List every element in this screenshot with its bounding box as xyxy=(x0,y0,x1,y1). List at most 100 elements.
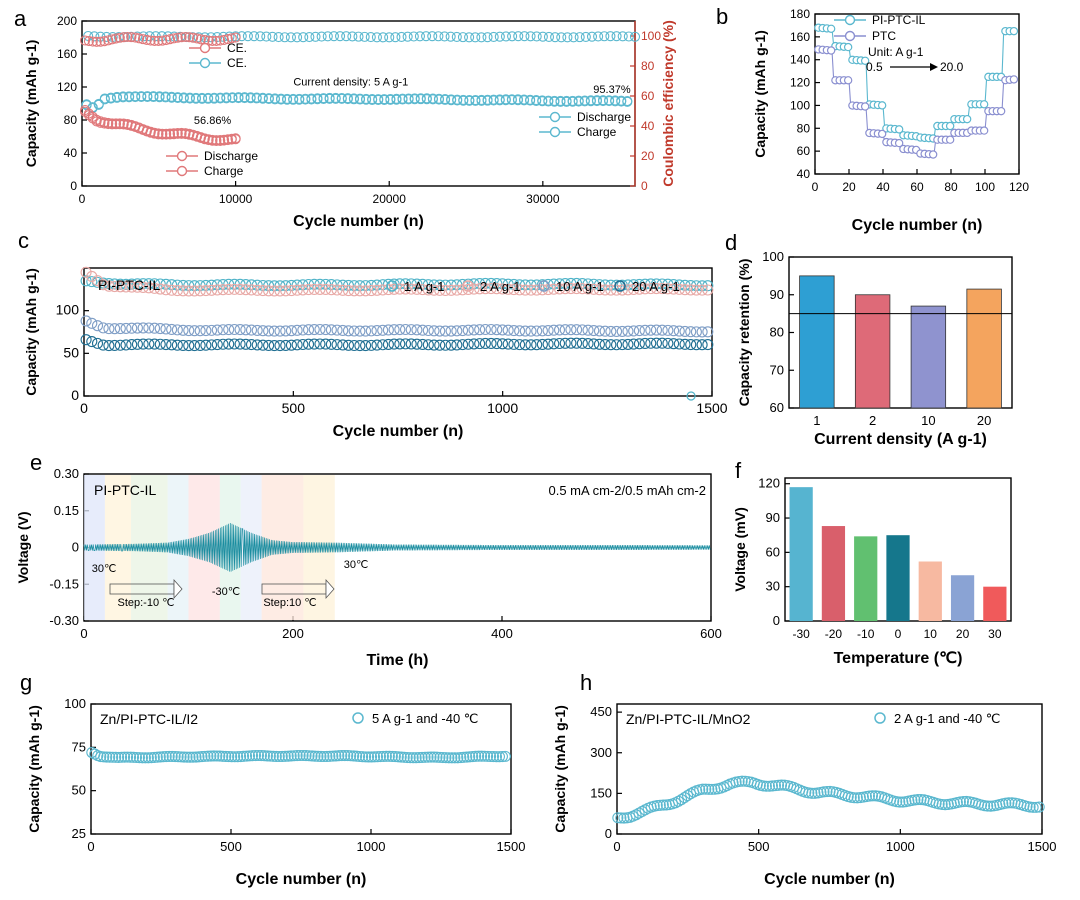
data-marker xyxy=(309,750,321,762)
y-tick-label: 450 xyxy=(590,704,612,719)
plot-frame xyxy=(616,703,1043,835)
data-marker xyxy=(205,750,217,762)
x-tick-label: 0 xyxy=(812,180,819,194)
y-tick-label: 0 xyxy=(70,179,77,193)
data-marker xyxy=(93,98,104,110)
data-marker xyxy=(672,795,685,807)
y-tick-label: 90 xyxy=(766,510,780,525)
data-marker xyxy=(188,285,201,297)
data-marker xyxy=(605,284,617,296)
data-marker xyxy=(604,95,615,106)
data-marker xyxy=(160,338,172,351)
data-marker xyxy=(392,751,404,763)
data-marker xyxy=(136,91,147,102)
data-marker xyxy=(616,325,628,337)
data-marker xyxy=(586,31,598,42)
data-marker xyxy=(251,324,263,336)
x-tick-label: 30 xyxy=(988,627,1002,641)
data-marker xyxy=(496,338,509,350)
data-marker xyxy=(176,127,187,139)
data-marker xyxy=(388,338,400,350)
data-marker xyxy=(183,340,195,352)
data-marker xyxy=(143,338,155,350)
data-marker xyxy=(160,91,171,102)
data-marker xyxy=(251,284,263,296)
data-marker xyxy=(243,750,256,762)
data-marker xyxy=(302,338,315,350)
data-marker xyxy=(166,284,178,296)
data-marker xyxy=(482,94,493,105)
x-axis-title: Cycle number (n) xyxy=(236,871,367,888)
data-marker xyxy=(80,266,92,278)
x-tick-label: 80 xyxy=(944,180,958,194)
data-marker xyxy=(130,91,141,102)
data-marker xyxy=(866,790,879,802)
data-marker xyxy=(571,283,583,295)
data-marker xyxy=(177,324,189,336)
data-marker xyxy=(348,285,360,297)
data-marker xyxy=(491,283,503,295)
data-marker xyxy=(468,338,480,350)
data-marker xyxy=(196,92,208,104)
data-marker xyxy=(223,283,235,296)
data-marker xyxy=(912,794,924,806)
data-marker xyxy=(507,31,518,42)
data-marker xyxy=(255,31,266,42)
data-marker xyxy=(143,282,155,294)
data-marker xyxy=(1009,26,1019,36)
data-marker xyxy=(308,323,320,336)
data-marker xyxy=(178,751,190,763)
data-marker xyxy=(126,322,138,334)
data-marker xyxy=(531,325,543,337)
data-marker xyxy=(360,751,372,763)
data-marker xyxy=(314,323,326,336)
data-marker xyxy=(851,792,863,804)
data-marker xyxy=(419,751,431,763)
data-marker xyxy=(194,339,206,352)
data-marker xyxy=(285,750,297,762)
data-marker xyxy=(136,752,148,764)
legend-label: 5 A g-1 and -40 ℃ xyxy=(372,711,478,726)
x-tick-label: 1 xyxy=(813,413,820,428)
data-marker xyxy=(308,338,320,350)
data-marker xyxy=(542,338,554,350)
data-marker xyxy=(519,284,531,296)
data-marker xyxy=(183,325,195,337)
data-marker xyxy=(109,280,121,293)
data-marker xyxy=(451,31,462,42)
y2-axis-title: Coulombic efficiency (%) xyxy=(660,20,676,186)
data-marker xyxy=(422,339,434,351)
data-marker xyxy=(285,284,297,297)
data-marker xyxy=(639,283,651,295)
data-marker xyxy=(690,284,702,296)
data-marker xyxy=(228,283,240,295)
data-marker xyxy=(414,31,425,42)
data-marker xyxy=(803,787,815,799)
data-marker xyxy=(402,31,413,42)
data-marker xyxy=(215,92,226,103)
data-marker xyxy=(928,150,938,159)
data-marker xyxy=(157,128,168,139)
data-marker xyxy=(86,317,98,329)
data-marker xyxy=(368,751,381,763)
data-marker xyxy=(91,36,102,47)
data-marker xyxy=(226,133,237,144)
data-marker xyxy=(500,31,512,42)
data-marker xyxy=(103,323,115,335)
data-marker xyxy=(668,338,680,350)
data-marker xyxy=(137,281,149,294)
data-marker xyxy=(360,340,372,352)
data-marker xyxy=(245,284,258,296)
x-tick-label: 500 xyxy=(748,839,770,854)
panel-e: 0 200 400 600 -0.30 -0.15 0 0.15 0.30 Time (h) Vol… xyxy=(15,450,722,669)
temperature-band xyxy=(219,475,241,620)
data-marker xyxy=(565,324,577,336)
data-marker xyxy=(118,32,129,43)
data-marker xyxy=(531,339,543,351)
data-marker xyxy=(1033,801,1045,813)
data-marker xyxy=(550,32,561,43)
y-tick-label: 0 xyxy=(773,613,780,628)
annotation: 95.37% xyxy=(593,84,631,96)
panel-b: 0 20 40 60 80 100 120 40 60 80 100 120 140 160 180 Cycl… xyxy=(716,4,1029,234)
